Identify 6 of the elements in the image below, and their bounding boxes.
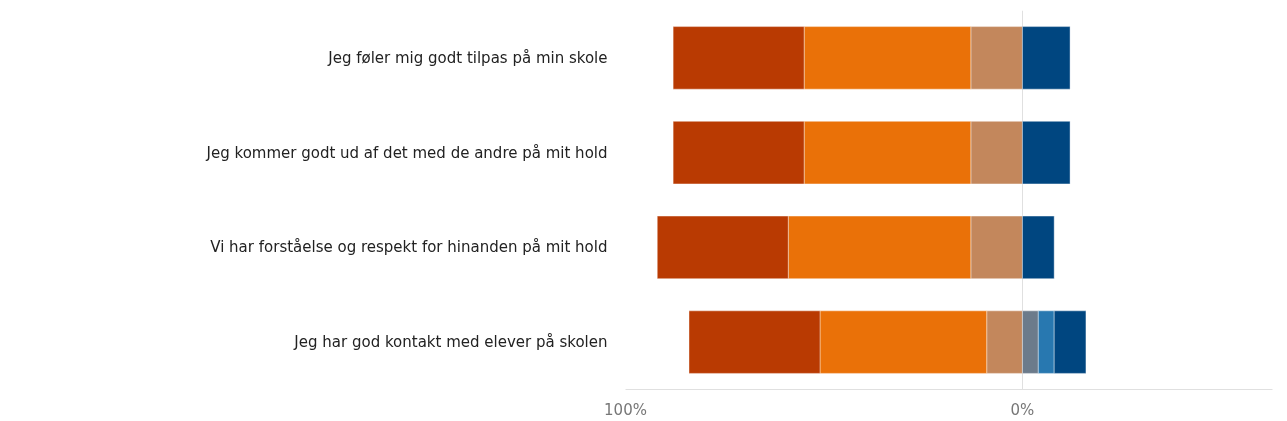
- x-tick-label: 100%: [604, 400, 647, 419]
- y-tick-label: Vi har forståelse og respekt for hinanden på mit hold: [210, 238, 608, 257]
- y-tick-label: Jeg kommer godt ud af det med de andre på mit hold: [205, 143, 608, 162]
- x-tick-label: 0%: [1010, 400, 1035, 419]
- y-tick-label: Jeg føler mig godt tilpas på min skole: [327, 48, 608, 67]
- y-tick-label: Jeg har god kontakt med elever på skolen: [293, 333, 608, 352]
